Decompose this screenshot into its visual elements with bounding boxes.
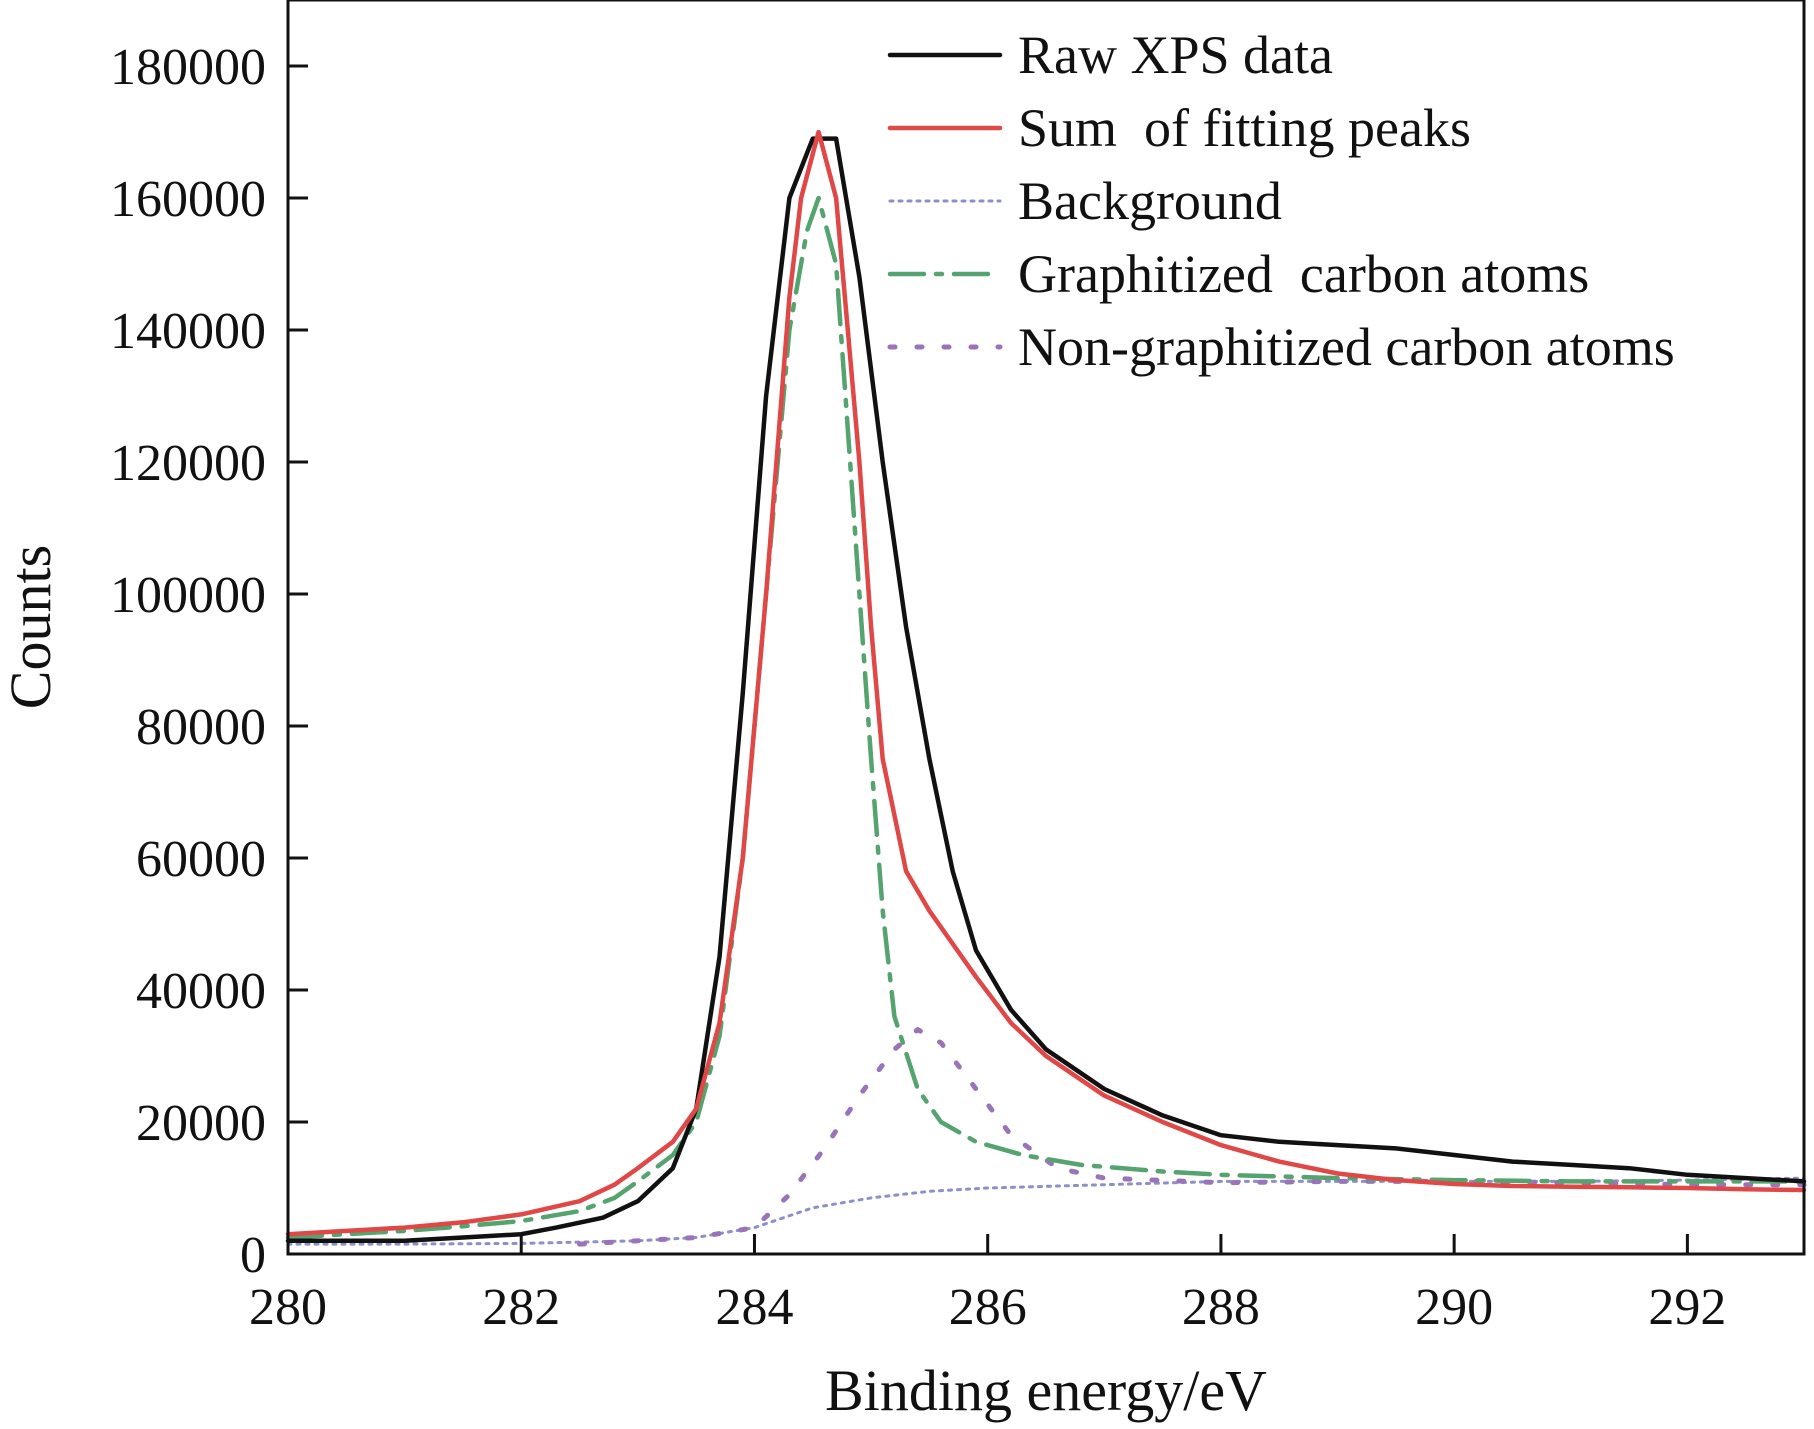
- y-tick-label: 40000: [136, 963, 266, 1020]
- x-tick-label: 292: [1648, 1279, 1726, 1336]
- y-axis-title: Counts: [0, 545, 63, 709]
- series-line-4: [577, 1027, 1807, 1247]
- series-layer: [285, 129, 1807, 1247]
- series-line-3: [285, 195, 1807, 1240]
- legend-label-0: Raw XPS data: [1018, 25, 1333, 85]
- y-tick-label: 180000: [110, 39, 266, 96]
- y-tick-label: 160000: [110, 171, 266, 228]
- y-tick-label: 100000: [110, 567, 266, 624]
- x-tick-label: 280: [249, 1279, 327, 1336]
- x-axis-title: Binding energy/eV: [825, 1358, 1267, 1423]
- y-tick-label: 120000: [110, 435, 266, 492]
- y-tick-label: 140000: [110, 303, 266, 360]
- y-axis-ticks: 0 20000 40000 60000 80000 100000 120000 140000 1…: [110, 39, 308, 1284]
- x-axis-ticks: 280 282 284 286 288 290 292: [249, 1234, 1726, 1336]
- legend-label-3: Graphitized carbon atoms: [1018, 244, 1589, 304]
- legend-label-2: Background: [1018, 171, 1282, 231]
- y-tick-label: 80000: [136, 699, 266, 756]
- legend: Raw XPS data Sum of fitting peaks Backgrou…: [887, 25, 1675, 377]
- x-tick-label: 284: [715, 1279, 793, 1336]
- series-line-2: [286, 1176, 1806, 1246]
- series-line-0: [285, 136, 1807, 1244]
- y-tick-label: 60000: [136, 831, 266, 888]
- y-tick-label: 20000: [136, 1095, 266, 1152]
- y-tick-label: 0: [240, 1227, 266, 1284]
- x-tick-label: 288: [1182, 1279, 1260, 1336]
- legend-label-4: Non-graphitized carbon atoms: [1018, 317, 1675, 377]
- series-line-1: [285, 129, 1807, 1237]
- legend-label-1: Sum of fitting peaks: [1018, 98, 1471, 158]
- plot-frame: [286, 0, 1806, 1256]
- x-tick-label: 282: [482, 1279, 560, 1336]
- x-tick-label: 286: [949, 1279, 1027, 1336]
- x-tick-label: 290: [1415, 1279, 1493, 1336]
